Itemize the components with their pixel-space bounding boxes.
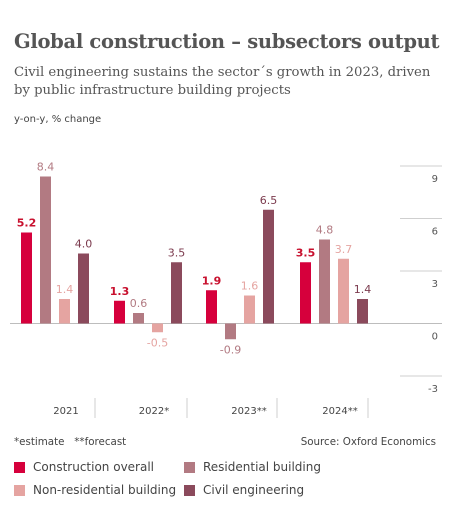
data-label: -0.5 <box>147 336 168 349</box>
legend-swatch <box>14 461 25 473</box>
bar <box>171 262 182 324</box>
data-label: 3.7 <box>335 243 353 256</box>
data-label: 6.5 <box>260 194 278 207</box>
bar <box>152 323 163 333</box>
bar <box>338 258 349 324</box>
y-tick-label: 9 <box>432 174 438 185</box>
y-axis-label: y-on-y, % change <box>14 114 102 125</box>
bar <box>206 290 217 324</box>
data-label: 3.5 <box>168 246 186 259</box>
legend-swatch <box>14 484 25 496</box>
legend-item-construction-overall: Construction overall <box>14 460 154 474</box>
legend-label: Non-residential building <box>33 483 177 497</box>
chart-subtitle: Civil engineering sustains the sector´s … <box>14 65 431 98</box>
bar <box>225 323 236 340</box>
bar <box>78 253 89 324</box>
bar <box>59 299 70 324</box>
legend-swatch <box>184 461 195 473</box>
data-label: 8.4 <box>37 161 55 174</box>
data-label: 1.4 <box>354 283 372 296</box>
chart-title: Global construction – subsectors output <box>14 30 440 53</box>
data-label: 1.6 <box>241 280 259 293</box>
data-label: 4.0 <box>75 238 93 251</box>
legend-item-non-residential-building: Non-residential building <box>14 483 176 497</box>
data-label: 1.9 <box>202 274 222 287</box>
bar-chart: 9 6 3 0 -3 2021 2022* 2023** 2024** 5.2 1.3 1.9 3.5 8… <box>10 161 442 418</box>
bar <box>244 295 255 324</box>
legend-label: Civil engineering <box>203 483 305 497</box>
bar <box>319 239 330 324</box>
data-label: 1.4 <box>56 283 74 296</box>
y-tick-label: -3 <box>428 384 438 395</box>
bar <box>133 313 144 324</box>
data-label: 3.5 <box>296 246 316 259</box>
x-tick-label: 2021 <box>53 406 78 417</box>
legend-item-residential-building: Residential building <box>184 460 321 474</box>
data-label: 5.2 <box>17 217 37 230</box>
bar <box>357 299 368 324</box>
legend-label: Residential building <box>203 460 321 474</box>
y-tick-label: 6 <box>432 227 438 238</box>
y-tick-label: 3 <box>432 279 438 290</box>
x-tick-label: 2023** <box>231 406 266 417</box>
legend-label: Construction overall <box>33 460 155 474</box>
footnote: *estimate **forecast <box>14 436 127 448</box>
y-tick-label: 0 <box>432 332 438 343</box>
data-label: 1.3 <box>110 285 130 298</box>
data-label: 4.8 <box>316 224 334 237</box>
x-tick-label: 2024** <box>322 406 357 417</box>
data-label: -0.9 <box>220 343 241 356</box>
bar <box>263 209 274 324</box>
bar <box>300 262 311 324</box>
legend-item-civil-engineering: Civil engineering <box>184 483 304 497</box>
legend-swatch <box>184 484 195 496</box>
bar <box>40 176 51 324</box>
source-note: Source: Oxford Economics <box>300 436 436 448</box>
data-label: 0.6 <box>130 297 148 310</box>
bar <box>114 300 125 324</box>
x-tick-label: 2022* <box>139 406 169 417</box>
bar <box>21 232 32 324</box>
